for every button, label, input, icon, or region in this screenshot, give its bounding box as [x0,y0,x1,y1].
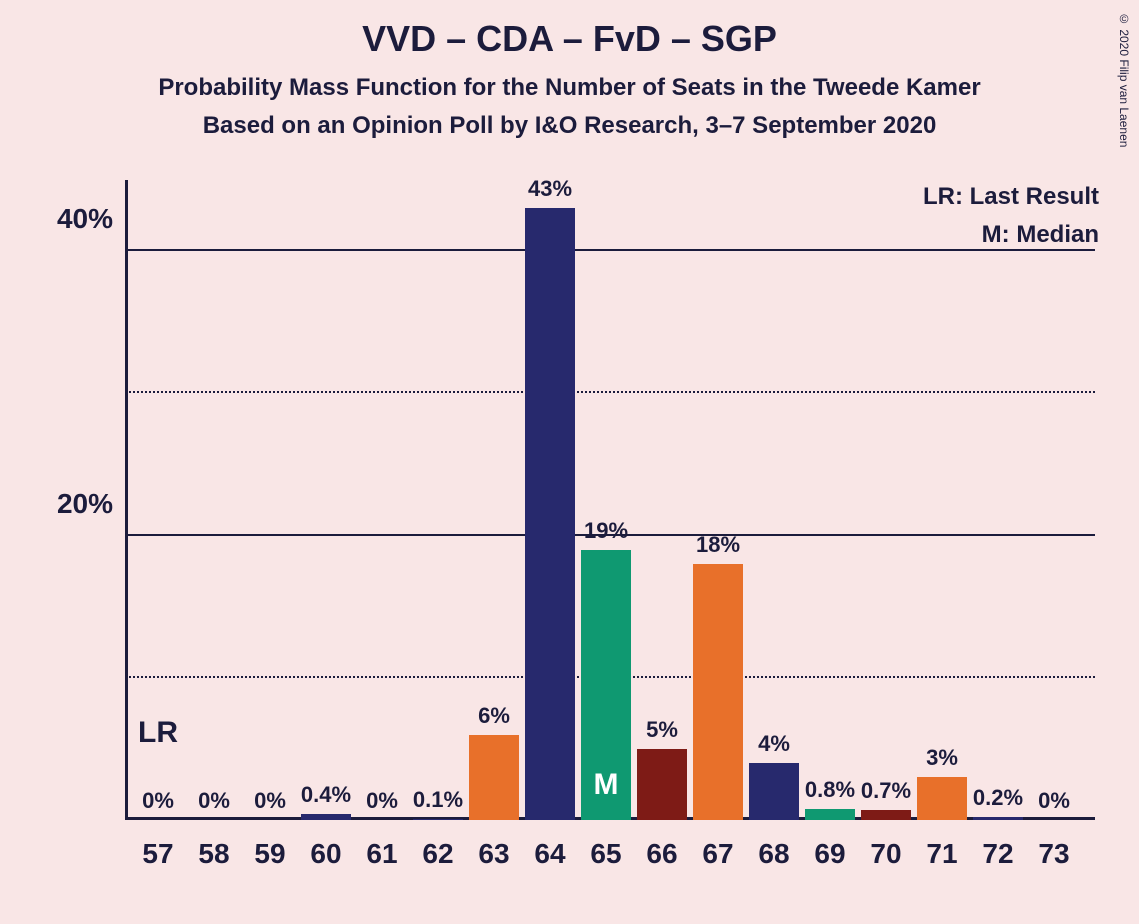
bar-slot: 0.4%60 [301,180,351,820]
bar-value-label: 0.1% [413,787,463,813]
x-axis-label: 69 [814,838,845,870]
x-axis-label: 64 [534,838,565,870]
bar-slot: 3%71 [917,180,967,820]
bar-slot: 0.7%70 [861,180,911,820]
bar [525,208,575,820]
bar-slot: 0.8%69 [805,180,855,820]
bar [917,777,967,820]
bar [973,817,1023,820]
bar-slot: 4%68 [749,180,799,820]
bar-value-label: 18% [696,532,740,558]
last-result-marker: LR [138,716,178,750]
bar [413,819,463,820]
bar-chart: 0%570%580%590.4%600%610.1%626%6343%6419%… [125,180,1095,820]
x-axis-label: 62 [422,838,453,870]
bar-slot: 43%64 [525,180,575,820]
bars-container: 0%570%580%590.4%600%610.1%626%6343%6419%… [133,180,1095,820]
x-axis-label: 66 [646,838,677,870]
x-axis-label: 63 [478,838,509,870]
bar-value-label: 19% [584,518,628,544]
bar-value-label: 6% [478,703,510,729]
x-axis-label: 73 [1038,838,1069,870]
bar-value-label: 0.2% [973,785,1023,811]
x-axis-label: 67 [702,838,733,870]
chart-subtitle-1: Probability Mass Function for the Number… [0,74,1139,102]
bar-value-label: 0% [142,788,174,814]
x-axis-label: 60 [310,838,341,870]
bar-slot: 0%58 [189,180,239,820]
bar-slot: 0.2%72 [973,180,1023,820]
x-axis-label: 70 [870,838,901,870]
bar-slot: 6%63 [469,180,519,820]
bar-value-label: 0% [366,788,398,814]
x-axis-label: 57 [142,838,173,870]
title-block: VVD – CDA – FvD – SGP Probability Mass F… [0,0,1139,140]
y-axis [125,180,128,820]
bar-value-label: 0.7% [861,778,911,804]
bar [469,735,519,820]
y-axis-label: 40% [57,203,113,235]
bar [861,810,911,820]
bar-value-label: 0% [198,788,230,814]
bar-value-label: 0% [1038,788,1070,814]
bar-slot: 0.1%62 [413,180,463,820]
bar [805,809,855,820]
bar-value-label: 43% [528,176,572,202]
bar-value-label: 4% [758,731,790,757]
bar-slot: 0%73 [1029,180,1079,820]
x-axis-label: 68 [758,838,789,870]
x-axis-label: 72 [982,838,1013,870]
bar-slot: 0%61 [357,180,407,820]
y-axis-label: 20% [57,488,113,520]
x-axis-label: 59 [254,838,285,870]
x-axis-label: 65 [590,838,621,870]
chart-title: VVD – CDA – FvD – SGP [0,18,1139,60]
bar-value-label: 5% [646,717,678,743]
bar-value-label: 3% [926,745,958,771]
x-axis-label: 58 [198,838,229,870]
bar [637,749,687,820]
bar-slot: 0%59 [245,180,295,820]
bar [749,763,799,820]
bar-value-label: 0% [254,788,286,814]
bar [693,564,743,820]
chart-subtitle-2: Based on an Opinion Poll by I&O Research… [0,112,1139,140]
median-marker: M [594,768,619,802]
x-axis-label: 71 [926,838,957,870]
copyright-text: © 2020 Filip van Laenen [1117,12,1131,147]
bar-value-label: 0.4% [301,782,351,808]
bar-slot: 18%67 [693,180,743,820]
bar [301,814,351,820]
bar-slot: 5%66 [637,180,687,820]
x-axis-label: 61 [366,838,397,870]
bar-slot: 19%M65 [581,180,631,820]
bar-value-label: 0.8% [805,777,855,803]
